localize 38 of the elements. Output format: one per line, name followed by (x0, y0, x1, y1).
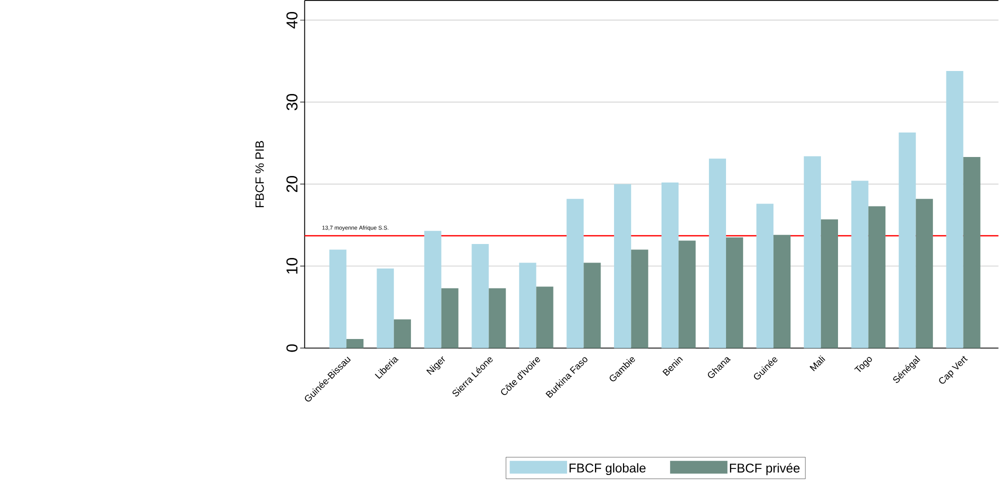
bar (488, 288, 506, 348)
bar (536, 286, 554, 348)
bar (566, 198, 584, 348)
bar (661, 182, 679, 348)
bar (946, 70, 964, 348)
legend-label: FBCF privée (730, 462, 800, 475)
y-tick-label: 30 (286, 94, 298, 110)
bar (820, 219, 838, 348)
bar (394, 319, 411, 348)
y-axis-title: FBCF % PIB (255, 140, 264, 207)
bar (519, 262, 536, 348)
bar (472, 244, 489, 348)
bar (678, 240, 696, 348)
y-tick-label: 0 (286, 344, 298, 352)
y-tick-label: 40 (286, 12, 298, 28)
bar (346, 338, 364, 348)
bar (851, 180, 868, 348)
bar (614, 184, 632, 348)
bar (424, 230, 442, 348)
bar (329, 250, 346, 348)
bar (916, 198, 933, 348)
bar (804, 156, 821, 348)
x-tick-label: Togo (854, 356, 872, 372)
bar (756, 204, 774, 348)
bar (441, 288, 458, 348)
bar (868, 206, 886, 348)
bar (631, 250, 648, 348)
y-tick-label: 10 (286, 258, 298, 274)
bar (708, 158, 726, 348)
x-tick-label: Cap Vert (939, 356, 968, 384)
bar (963, 156, 980, 348)
bar (898, 132, 916, 348)
bar (726, 237, 744, 348)
bar (376, 268, 394, 348)
y-tick-label: 20 (286, 176, 298, 192)
bar (773, 234, 791, 348)
bar (584, 262, 601, 348)
legend-label: FBCF globale (570, 463, 646, 475)
